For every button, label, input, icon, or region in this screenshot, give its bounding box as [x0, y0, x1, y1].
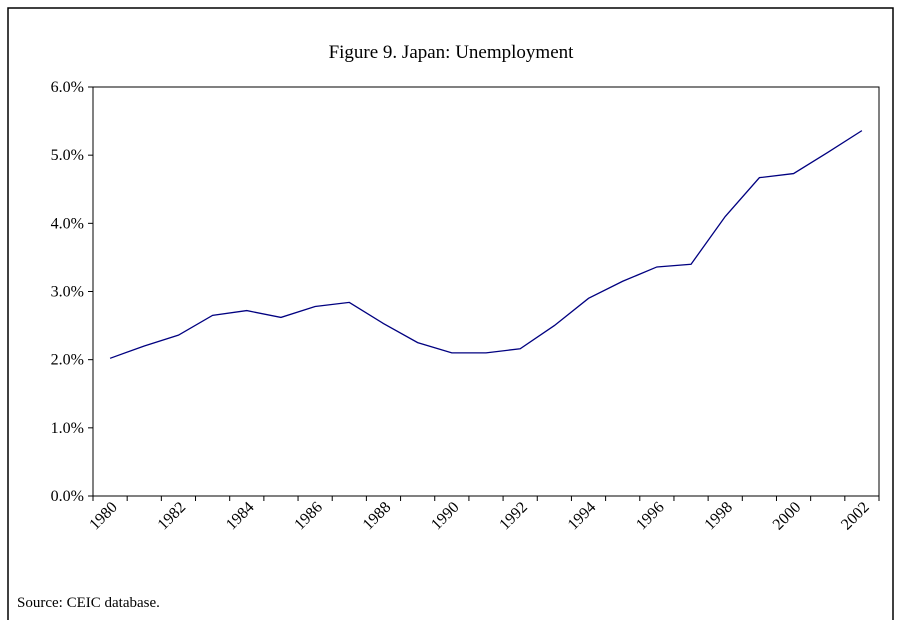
x-tick-label: 2000: [770, 499, 805, 534]
x-tick-label: 1982: [155, 499, 190, 534]
x-tick-label: 1990: [428, 499, 463, 534]
y-tick-label: 0.0%: [51, 488, 84, 505]
y-tick-label: 1.0%: [51, 420, 84, 437]
x-tick-label: 1984: [223, 499, 258, 534]
x-tick-label: 1988: [360, 499, 395, 534]
x-tick-label: 1986: [291, 499, 326, 534]
y-tick-label: 2.0%: [51, 352, 84, 369]
x-tick-label: 1992: [496, 499, 531, 534]
y-tick-label: 6.0%: [51, 79, 84, 96]
y-tick-label: 5.0%: [51, 147, 84, 164]
y-tick-label: 3.0%: [51, 284, 84, 301]
x-tick-label: 1996: [633, 499, 668, 534]
frame: [7, 7, 894, 620]
chart-title: Figure 9. Japan: Unemployment: [329, 42, 575, 63]
source-note: Source: CEIC database.: [17, 595, 160, 611]
x-tick-label: 1980: [86, 499, 121, 534]
plot-area: [92, 86, 880, 497]
line: [109, 130, 863, 359]
x-tick-label: 2002: [838, 499, 873, 534]
y-tick-label: 4.0%: [51, 215, 84, 232]
x-tick-label: 1994: [565, 499, 600, 534]
x-tick-label: 1998: [701, 499, 736, 534]
